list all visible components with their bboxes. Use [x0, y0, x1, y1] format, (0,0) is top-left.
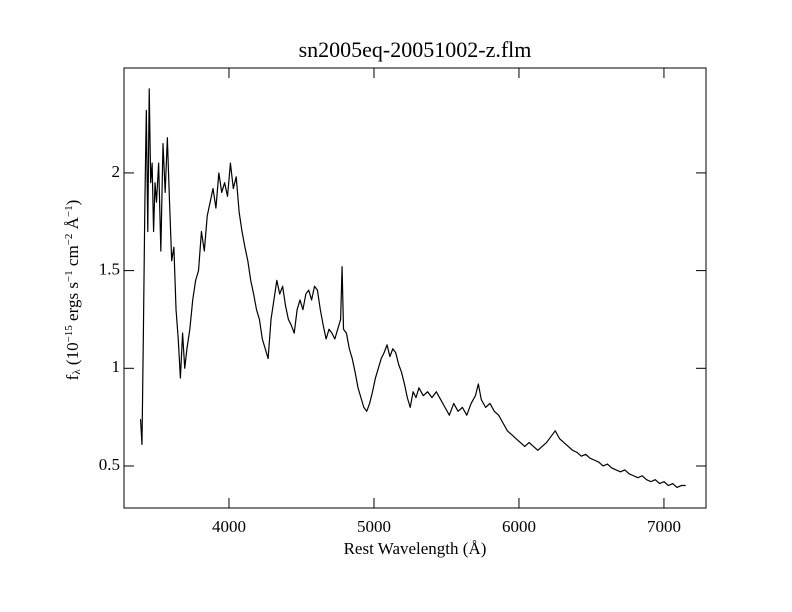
y-axis-label-part: λ	[71, 369, 83, 375]
spectrum-line	[139, 88, 686, 489]
y-axis-label-part: (10	[63, 342, 82, 369]
chart-title: sn2005eq-20051002-z.flm	[299, 37, 532, 62]
x-tick-label: 6000	[502, 517, 536, 536]
x-tick-label: 5000	[357, 517, 391, 536]
y-axis-label-part: −1	[63, 205, 75, 217]
y-axis-label-part: ergs s	[63, 282, 82, 325]
x-tick-label: 4000	[212, 517, 246, 536]
y-axis-label-part: cm	[63, 245, 82, 270]
y-tick-label: 2	[112, 162, 121, 181]
y-axis-label-part: −1	[63, 270, 75, 282]
x-tick-label: 7000	[647, 517, 681, 536]
y-axis-label: fλ (10−15 ergs s−1 cm−2 Å−1)	[63, 200, 83, 381]
x-axis-label: Rest Wavelength (Å)	[344, 539, 487, 558]
y-axis-label-part: Å	[63, 216, 82, 233]
y-tick-label: 0.5	[99, 455, 120, 474]
y-tick-label: 1	[112, 357, 121, 376]
y-tick-label: 1.5	[99, 260, 120, 279]
y-axis-label-part: −2	[63, 234, 75, 246]
y-axis-label-part: −15	[63, 325, 75, 343]
y-axis-label-part: f	[63, 374, 82, 380]
y-axis-label-part: )	[63, 200, 82, 206]
plot-frame	[123, 67, 707, 509]
